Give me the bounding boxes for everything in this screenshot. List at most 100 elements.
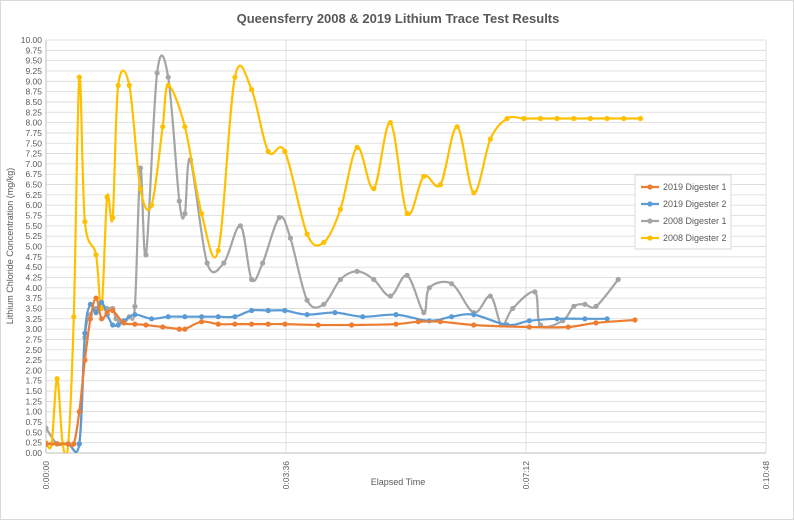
- y-tick-labels: 0.000.250.500.751.001.251.501.752.002.25…: [21, 35, 43, 458]
- data-point: [204, 260, 210, 266]
- data-point: [265, 148, 271, 155]
- y-tick-label: 3.50: [25, 303, 42, 313]
- data-point: [132, 312, 138, 318]
- x-tick-label: 0:07:12: [521, 461, 531, 490]
- data-point: [437, 319, 443, 325]
- data-point: [437, 182, 443, 188]
- y-tick-label: 1.75: [25, 376, 42, 386]
- y-tick-label: 8.00: [25, 118, 42, 128]
- data-point: [387, 120, 393, 126]
- chart-title: Queensferry 2008 & 2019 Lithium Trace Te…: [237, 11, 560, 26]
- data-point: [371, 186, 377, 192]
- data-point: [426, 285, 432, 291]
- data-point: [232, 321, 238, 327]
- y-tick-label: 2.75: [25, 334, 42, 344]
- data-point: [143, 322, 149, 328]
- y-tick-label: 6.50: [25, 180, 42, 190]
- y-tick-label: 10.00: [21, 35, 43, 45]
- data-point: [632, 317, 638, 323]
- axes: [45, 40, 766, 454]
- y-tick-label: 9.50: [25, 56, 42, 66]
- y-tick-label: 4.50: [25, 262, 42, 272]
- data-point: [537, 115, 544, 122]
- data-point: [54, 441, 60, 447]
- y-tick-label: 6.00: [25, 200, 42, 210]
- data-point: [404, 272, 410, 278]
- data-point: [76, 409, 82, 415]
- y-tick-label: 2.50: [25, 345, 42, 355]
- data-point: [137, 186, 143, 192]
- data-point: [126, 82, 132, 88]
- data-point: [137, 165, 143, 171]
- data-point: [349, 322, 355, 328]
- data-point: [393, 321, 399, 327]
- data-point: [554, 316, 560, 322]
- data-point: [199, 210, 205, 217]
- data-point: [571, 303, 577, 309]
- data-point: [582, 301, 588, 307]
- data-point: [160, 324, 166, 330]
- data-point: [110, 322, 116, 328]
- data-point: [504, 115, 510, 122]
- data-point: [249, 321, 255, 327]
- data-point: [215, 321, 221, 327]
- data-point: [249, 87, 255, 93]
- data-point: [415, 319, 421, 325]
- data-point: [471, 322, 477, 328]
- data-point: [371, 276, 377, 283]
- data-point: [615, 276, 621, 283]
- data-point: [354, 144, 360, 150]
- data-point: [554, 115, 560, 122]
- data-point: [337, 206, 343, 212]
- data-point: [182, 314, 188, 320]
- data-point: [282, 307, 288, 314]
- data-point: [182, 124, 188, 130]
- data-point: [604, 316, 610, 322]
- legend-label: 2008 Digester 2: [663, 233, 727, 243]
- data-point: [454, 124, 460, 130]
- legend-label: 2019 Digester 1: [663, 182, 727, 192]
- data-point: [404, 210, 410, 217]
- data-point: [421, 310, 427, 316]
- data-point: [93, 310, 99, 316]
- data-point: [387, 293, 393, 299]
- y-tick-label: 1.25: [25, 396, 42, 406]
- data-point: [160, 124, 166, 130]
- data-point: [249, 276, 255, 283]
- y-tick-label: 6.75: [25, 169, 42, 179]
- data-point: [565, 324, 571, 330]
- data-point: [532, 289, 538, 295]
- data-point: [87, 316, 93, 322]
- series-2008-digester-2: [46, 64, 644, 453]
- data-point: [232, 74, 238, 80]
- data-point: [304, 231, 310, 237]
- data-point: [165, 74, 171, 80]
- data-point: [582, 316, 588, 322]
- data-point: [99, 316, 105, 322]
- y-tick-label: 4.75: [25, 252, 42, 262]
- data-point: [132, 303, 138, 309]
- data-point: [487, 293, 493, 299]
- y-tick-label: 5.25: [25, 231, 42, 241]
- data-point: [421, 173, 427, 179]
- y-tick-label: 9.25: [25, 66, 42, 76]
- data-point: [587, 115, 594, 122]
- data-point: [115, 82, 121, 88]
- data-point: [354, 268, 360, 274]
- data-point: [360, 314, 366, 320]
- series-2019-digester-2: [46, 299, 610, 453]
- data-point: [199, 319, 205, 325]
- data-point: [143, 252, 149, 258]
- y-tick-label: 8.75: [25, 87, 42, 97]
- data-point: [76, 74, 82, 80]
- data-point: [154, 70, 160, 76]
- data-point: [110, 307, 116, 314]
- legend: 2019 Digester 1 2019 Digester 2 2008 Diges…: [634, 174, 732, 250]
- data-point: [54, 376, 60, 382]
- series-lines: [46, 54, 644, 453]
- y-tick-label: 3.00: [25, 324, 42, 334]
- y-tick-label: 6.25: [25, 190, 42, 200]
- data-point: [115, 322, 121, 328]
- data-point: [76, 441, 82, 447]
